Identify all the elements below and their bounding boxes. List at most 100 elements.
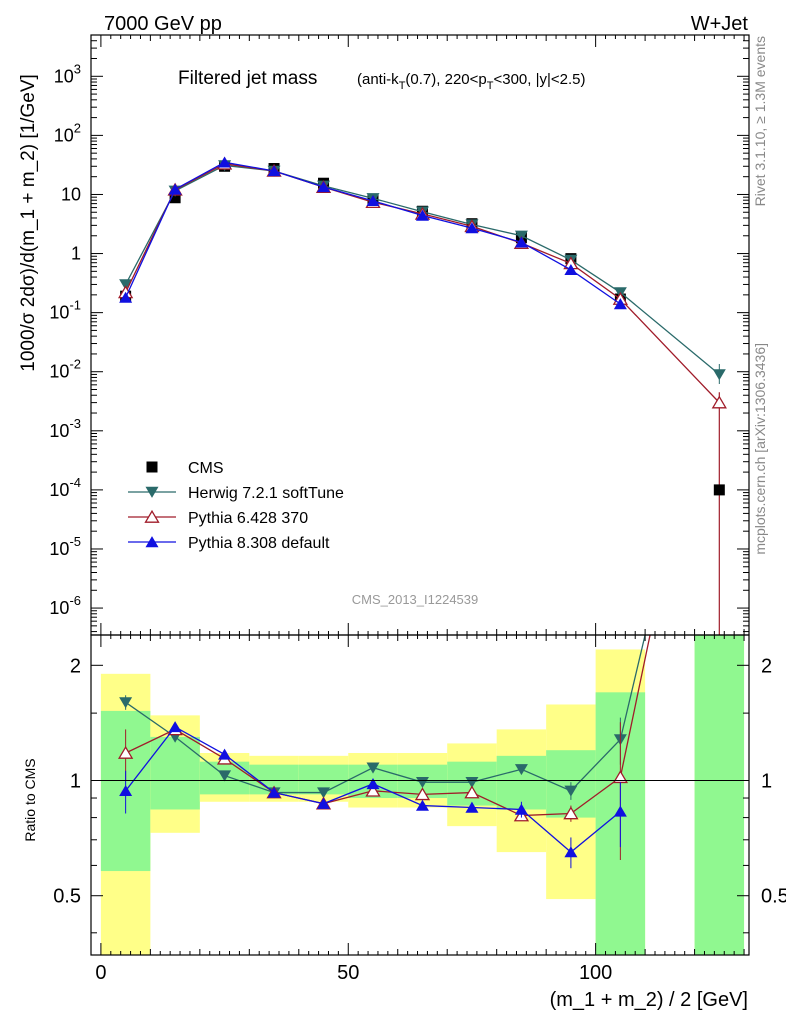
ratio-series-pythia-8-308-default	[119, 721, 627, 869]
y-axis-label: 1000/σ 2dσ)/d(m_1 + m_2) [1/GeV]	[18, 74, 39, 372]
ratio-data-point	[415, 776, 429, 789]
header-left: 7000 GeV pp	[104, 13, 222, 35]
ratio-data-point	[119, 784, 133, 796]
ratio-data-point	[317, 797, 331, 809]
x-axis-label: (m_1 + m_2) / 2 [GeV]	[550, 989, 748, 1011]
legend-marker	[145, 536, 159, 548]
header-right: W+Jet	[691, 13, 749, 35]
ratio-y-tick-label: 0.5	[53, 886, 81, 908]
y-tick-label: 103	[54, 61, 81, 86]
legend-label: Pythia 6.428 370	[188, 510, 308, 527]
ratio-data-point	[564, 785, 578, 797]
rivet-label: Rivet 3.1.10, ≥ 1.3M events	[752, 36, 768, 206]
data-point	[218, 156, 232, 168]
y-tick-label: 10	[61, 184, 81, 204]
ratio-y-axis-label: Ratio to CMS	[22, 758, 38, 841]
series-line	[125, 163, 720, 404]
y-tick-label: 102	[54, 120, 81, 145]
legend-item: CMS	[146, 460, 224, 477]
chart-subtitle: (anti-kT(0.7), 220<pT<300, |y|<2.5)	[357, 71, 586, 92]
ratio-data-point	[366, 762, 380, 774]
legend-item: Herwig 7.2.1 softTune	[128, 485, 344, 502]
ratio-data-point	[464, 785, 480, 799]
series-pythia-8-308-default	[119, 156, 627, 310]
series-line	[125, 161, 621, 305]
ratio-band-green	[150, 736, 200, 810]
y-tick-label: 10-4	[49, 475, 81, 500]
ratio-y-tick-label-right: 2	[761, 655, 772, 677]
data-point	[267, 165, 281, 177]
data-point	[564, 263, 578, 276]
ratio-data-point	[514, 764, 528, 776]
data-point	[119, 279, 133, 291]
data-point	[514, 236, 528, 248]
ratio-data-point	[317, 787, 331, 799]
ratio-data-point	[366, 778, 380, 790]
ratio-data-point	[564, 846, 578, 858]
data-point	[713, 484, 725, 496]
ratio-data-point	[117, 745, 134, 759]
ratio-data-point	[415, 799, 429, 811]
ratio-band-green	[694, 635, 745, 955]
ratio-data-point	[613, 805, 627, 817]
legend-item: Pythia 6.428 370	[128, 509, 308, 527]
legend-label: Pythia 8.308 default	[188, 535, 330, 552]
chart-title: Filtered jet mass	[178, 68, 317, 89]
data-point	[169, 192, 181, 204]
series-pythia-6-428-370	[117, 156, 727, 409]
data-point	[168, 183, 182, 195]
ratio-series-line	[125, 634, 651, 817]
ratio-data-point	[218, 770, 232, 782]
watermark: CMS_2013_I1224539	[352, 592, 479, 607]
ratio-y-tick-label: 2	[70, 655, 81, 677]
ratio-data-point	[168, 721, 182, 733]
series-layer	[117, 156, 727, 869]
data-point	[415, 209, 429, 221]
legend-label: Herwig 7.2.1 softTune	[188, 485, 344, 502]
series-line	[125, 164, 720, 375]
ratio-plot-frame	[90, 634, 750, 956]
ratio-y-tick-label-right: 0.5	[761, 886, 786, 908]
legend-label: CMS	[188, 460, 224, 477]
mcplots-label: mcplots.cern.ch [arXiv:1306.3436]	[752, 343, 768, 555]
ratio-data-point	[365, 783, 381, 797]
ratio-data-point	[465, 801, 479, 813]
x-tick-label: 100	[579, 962, 612, 984]
legend-marker	[144, 509, 160, 523]
ratio-series-pythia-6-428-370	[117, 634, 651, 860]
legend-item: Pythia 8.308 default	[128, 535, 330, 552]
y-tick-label: 10-3	[49, 416, 81, 441]
ratio-band-green	[496, 755, 547, 810]
data-point	[366, 194, 380, 207]
legend-marker	[145, 486, 159, 498]
ratio-y-tick-label: 1	[70, 771, 81, 793]
data-point	[711, 395, 727, 409]
ratio-data-point	[465, 776, 479, 789]
data-point	[119, 291, 133, 303]
ratio-data-point	[267, 786, 281, 798]
data-point	[317, 181, 331, 193]
ratio-data-point	[414, 787, 431, 801]
x-tick-label: 0	[95, 962, 106, 984]
y-tick-label: 10-1	[49, 298, 81, 323]
ratio-data-point	[563, 806, 579, 820]
data-point	[465, 222, 479, 234]
axes-layer: 0 50 100 10-6 10-5 10-4 10-3 10-2 10-1 1 10 102 103 0…	[49, 34, 786, 984]
legend-marker	[146, 461, 158, 473]
y-tick-label: 10-2	[49, 357, 81, 382]
ratio-data-point	[218, 748, 232, 760]
series-herwig-7-2-1-softtune	[119, 160, 726, 384]
legend: CMS Herwig 7.2.1 softTune Pythia 6.428 370…	[128, 460, 344, 552]
ratio-y-tick-label-right: 1	[761, 771, 772, 793]
data-point	[712, 369, 726, 381]
x-tick-label: 50	[337, 962, 359, 984]
data-point	[613, 298, 627, 310]
ratio-data-point	[119, 697, 133, 709]
y-tick-label: 1	[71, 244, 81, 264]
series-cms	[120, 160, 725, 635]
y-tick-label: 10-6	[49, 593, 81, 618]
y-tick-label: 10-5	[49, 534, 81, 559]
ratio-series-line	[125, 634, 646, 794]
ratio-data-point	[514, 803, 528, 815]
